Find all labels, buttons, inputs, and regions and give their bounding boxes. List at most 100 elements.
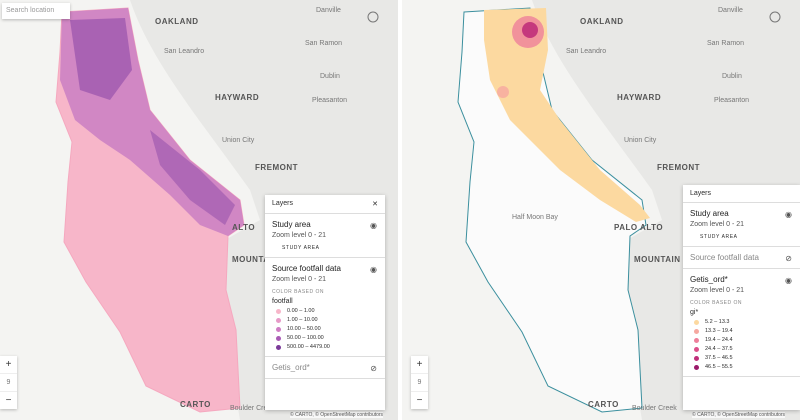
visibility-toggle[interactable]: ◉ [370, 221, 377, 230]
legend-item: 19.4 – 24.4 [694, 337, 793, 343]
layer: Study area ◉ Zoom level 0 - 21 STUDY AREA [265, 214, 385, 258]
legend-label: 5.2 – 13.3 [705, 319, 730, 325]
search-box[interactable]: Search location [2, 3, 70, 19]
place-label: San Ramon [707, 40, 744, 47]
place-label: Danville [316, 7, 341, 14]
zoom-control: + 9 − [411, 356, 428, 409]
visibility-toggle[interactable]: ◉ [370, 265, 377, 274]
layer-name: Source footfall data [690, 253, 759, 262]
legend-swatch [276, 344, 281, 350]
attribution: © CARTO, © OpenStreetMap contributors [692, 412, 786, 418]
logo: CARTO [588, 400, 619, 409]
place-label: Half Moon Bay [512, 214, 558, 221]
place-label: Danville [718, 7, 743, 14]
place-label: Union City [222, 137, 255, 144]
panel-title: Layers [272, 200, 294, 207]
close-button[interactable]: ✕ [372, 201, 378, 208]
legend-item: 24.4 – 37.5 [694, 346, 793, 352]
legend-item: 46.5 – 55.5 [694, 364, 793, 370]
legend-item: 5.2 – 13.3 [694, 319, 793, 325]
legend-swatch [276, 317, 281, 323]
zoom-range: Zoom level 0 - 21 [272, 276, 327, 283]
legend-label: 19.4 – 24.4 [705, 337, 733, 343]
panel-header: Layers [683, 185, 800, 203]
place-label: Pleasanton [312, 97, 347, 104]
color-based-on: COLOR BASED ON [272, 289, 325, 295]
legend-swatch [694, 346, 699, 352]
panel-header: Layers ✕ [265, 195, 385, 214]
place-label: Pleasanton [714, 97, 749, 104]
place-label: Union City [624, 137, 657, 144]
legend-label: 50.00 – 100.00 [287, 335, 324, 341]
legend-item: 10.00 – 50.00 [276, 326, 378, 332]
legend-swatch [276, 335, 281, 341]
legend-swatch [694, 355, 699, 361]
zoom-range: Zoom level 0 - 21 [690, 287, 745, 294]
legend-label: 37.5 – 46.5 [705, 355, 733, 361]
place-label: ALTO [232, 223, 255, 232]
layer: Getis_ord* ◉ Zoom level 0 - 21 COLOR BASED … [683, 269, 800, 377]
layers-panel: Layers ✕ Study area ◉ Zoom level 0 - 21 STUDY… [265, 195, 385, 410]
footfall-peak [150, 130, 235, 225]
hotspot [484, 8, 650, 222]
attribution: © CARTO, © OpenStreetMap contributors [290, 412, 384, 418]
zoom-control: + 9 − [0, 356, 17, 409]
info-icon[interactable] [769, 11, 781, 23]
place-label: San Leandro [164, 48, 204, 55]
layer-name: Study area [272, 220, 311, 229]
legend-item: 0.00 – 1.00 [276, 308, 378, 314]
legend-item: 37.5 – 46.5 [694, 355, 793, 361]
legend-swatch [694, 337, 699, 343]
legend-item: 50.00 – 100.00 [276, 335, 378, 341]
zoom-range: Zoom level 0 - 21 [690, 221, 745, 228]
legend-label: 1.00 – 10.00 [287, 317, 318, 323]
visibility-toggle[interactable]: ⊘ [785, 254, 792, 263]
panel-title: Layers [690, 190, 712, 197]
layer: Source footfall data ◉ Zoom level 0 - 21 CO… [265, 258, 385, 357]
visibility-toggle[interactable]: ⊘ [370, 364, 377, 373]
footfall-peak [70, 18, 132, 100]
place-label: OAKLAND [155, 17, 199, 26]
legend-label: 24.4 – 37.5 [705, 346, 733, 352]
legend-label: 500.00 – 4479.00 [287, 344, 330, 350]
zoom-out[interactable]: − [416, 395, 423, 406]
hotspot [497, 86, 509, 98]
info-icon[interactable] [367, 11, 379, 23]
legend-label: 13.3 – 19.4 [705, 328, 733, 334]
layers-panel: Layers Study area ◉ Zoom level 0 - 21 STUDY … [683, 185, 800, 410]
place-label: OAKLAND [580, 17, 624, 26]
field-name: gi* [690, 309, 699, 316]
place-label: MOUNTAIN [232, 255, 279, 264]
legend-title: STUDY AREA [700, 234, 738, 240]
zoom-level: 9 [0, 373, 17, 392]
place-label: Boulder Creek [230, 405, 275, 412]
legend-swatch [694, 328, 699, 334]
field-name: footfall [272, 298, 293, 305]
legend-swatch [276, 326, 281, 332]
legend-item: 13.3 – 19.4 [694, 328, 793, 334]
layer-name: Getis_ord* [690, 275, 728, 284]
legend-item: 500.00 – 4479.00 [276, 344, 378, 350]
place-label: Dublin [320, 73, 340, 80]
legend-item: 1.00 – 10.00 [276, 317, 378, 323]
place-label: San Leandro [566, 48, 606, 55]
legend-label: 0.00 – 1.00 [287, 308, 315, 314]
zoom-in[interactable]: + [416, 359, 423, 370]
layer: Source footfall data ⊘ [683, 247, 800, 269]
legend-swatch [694, 364, 699, 370]
visibility-toggle[interactable]: ◉ [785, 210, 792, 219]
logo: CARTO [180, 400, 211, 409]
zoom-out[interactable]: − [5, 395, 12, 406]
visibility-toggle[interactable]: ◉ [785, 276, 792, 285]
zoom-in[interactable]: + [5, 359, 12, 370]
place-label: HAYWARD [617, 93, 661, 102]
place-label: FREMONT [657, 163, 700, 172]
layer: Getis_ord* ⊘ [265, 357, 385, 379]
hotspot-peak [522, 22, 538, 38]
place-label: Boulder Creek [632, 405, 677, 412]
color-based-on: COLOR BASED ON [690, 300, 743, 306]
legend-title: STUDY AREA [282, 245, 320, 251]
layer: Study area ◉ Zoom level 0 - 21 STUDY AREA [683, 203, 800, 247]
